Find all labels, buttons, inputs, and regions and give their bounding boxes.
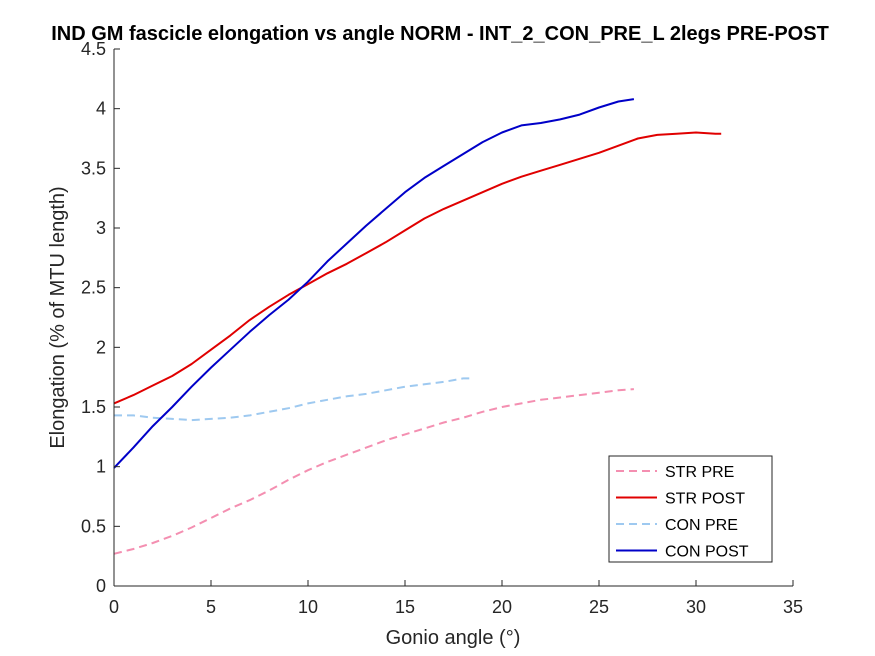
series-line-con-post — [113, 98, 635, 469]
x-tick-label: 35 — [783, 597, 803, 617]
legend-label: CON PRE — [665, 517, 738, 534]
y-tick-label: 4 — [96, 99, 106, 119]
legend-box — [608, 455, 773, 563]
x-ticks: 0 5 10 15 20 25 30 35 — [109, 580, 803, 617]
axes — [113, 49, 793, 587]
legend: STR PRE STR POST CON PRE CON POST — [608, 455, 773, 563]
y-tick-label: 1.5 — [81, 397, 106, 417]
y-tick-label: 2 — [96, 337, 106, 357]
series-line-str-post — [113, 131, 722, 405]
legend-items: STR PRE STR POST CON PRE CON POST — [616, 464, 749, 561]
y-tick-label: 3.5 — [81, 158, 106, 178]
x-tick-label: 5 — [206, 597, 216, 617]
y-tick-label: 1 — [96, 457, 106, 477]
x-tick-label: 20 — [492, 597, 512, 617]
y-tick-label: 3 — [96, 218, 106, 238]
x-tick-label: 30 — [686, 597, 706, 617]
y-tick-label: 2.5 — [81, 278, 106, 298]
legend-label: STR PRE — [665, 464, 734, 481]
x-tick-label: 10 — [298, 597, 318, 617]
x-axis-label: Gonio angle (°) — [386, 627, 521, 649]
x-tick-label: 25 — [589, 597, 609, 617]
legend-label: CON POST — [665, 544, 749, 561]
legend-label: STR POST — [665, 491, 745, 508]
y-axis-label: Elongation (% of MTU length) — [47, 186, 69, 448]
x-tick-label: 0 — [109, 597, 119, 617]
series-line-str-pre — [113, 388, 634, 555]
y-ticks: 0 0.5 1 1.5 2 2.5 3 3.5 4 4.5 — [81, 39, 120, 596]
y-tick-label: 0.5 — [81, 516, 106, 536]
y-tick-label: 4.5 — [81, 39, 106, 59]
series-line-con-pre — [114, 377, 471, 422]
x-tick-label: 15 — [395, 597, 415, 617]
series-layer — [113, 98, 722, 555]
chart-title: IND GM fascicle elongation vs angle NORM… — [51, 23, 829, 45]
y-tick-label: 0 — [96, 576, 106, 596]
